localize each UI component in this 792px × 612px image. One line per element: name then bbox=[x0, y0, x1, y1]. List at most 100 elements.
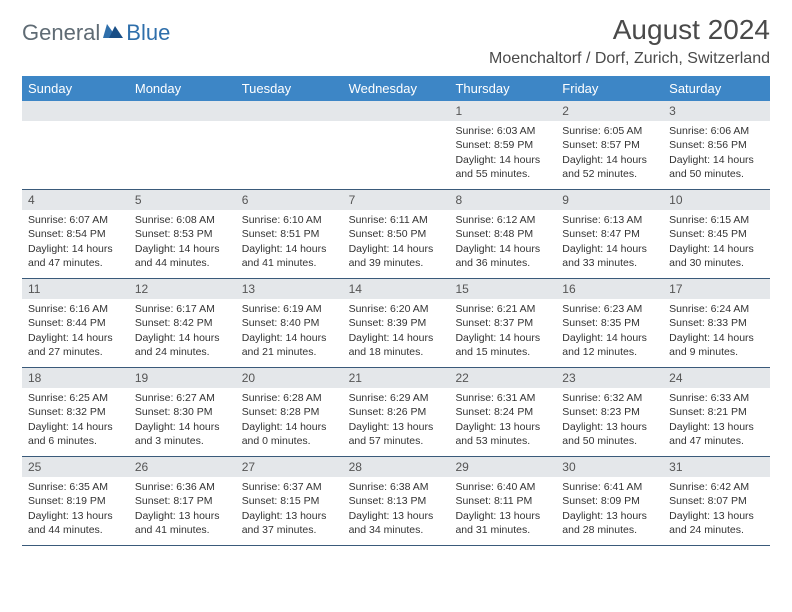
day-body: Sunrise: 6:36 AMSunset: 8:17 PMDaylight:… bbox=[129, 477, 236, 543]
day-number: 29 bbox=[449, 457, 556, 477]
day-number: 23 bbox=[556, 368, 663, 388]
sunrise-text: Sunrise: 6:06 AM bbox=[669, 124, 764, 138]
calendar-grid: SundayMondayTuesdayWednesdayThursdayFrid… bbox=[22, 76, 770, 546]
day-cell: 25Sunrise: 6:35 AMSunset: 8:19 PMDayligh… bbox=[22, 457, 129, 545]
daylight-text: Daylight: 13 hours and 31 minutes. bbox=[455, 509, 550, 537]
day-cell: 9Sunrise: 6:13 AMSunset: 8:47 PMDaylight… bbox=[556, 190, 663, 278]
sunset-text: Sunset: 8:56 PM bbox=[669, 138, 764, 152]
sunrise-text: Sunrise: 6:12 AM bbox=[455, 213, 550, 227]
daylight-text: Daylight: 13 hours and 57 minutes. bbox=[349, 420, 444, 448]
day-cell: 3Sunrise: 6:06 AMSunset: 8:56 PMDaylight… bbox=[663, 101, 770, 189]
sunrise-text: Sunrise: 6:40 AM bbox=[455, 480, 550, 494]
day-number: 21 bbox=[343, 368, 450, 388]
day-body: Sunrise: 6:37 AMSunset: 8:15 PMDaylight:… bbox=[236, 477, 343, 543]
day-number: 8 bbox=[449, 190, 556, 210]
day-body: Sunrise: 6:31 AMSunset: 8:24 PMDaylight:… bbox=[449, 388, 556, 454]
calendar-page: General Blue August 2024 Moenchaltorf / … bbox=[0, 0, 792, 556]
brand-part2: Blue bbox=[126, 20, 170, 46]
sunset-text: Sunset: 8:15 PM bbox=[242, 494, 337, 508]
day-body: Sunrise: 6:15 AMSunset: 8:45 PMDaylight:… bbox=[663, 210, 770, 276]
day-cell: 21Sunrise: 6:29 AMSunset: 8:26 PMDayligh… bbox=[343, 368, 450, 456]
day-body: Sunrise: 6:41 AMSunset: 8:09 PMDaylight:… bbox=[556, 477, 663, 543]
day-cell: 29Sunrise: 6:40 AMSunset: 8:11 PMDayligh… bbox=[449, 457, 556, 545]
day-number: 17 bbox=[663, 279, 770, 299]
day-cell: 15Sunrise: 6:21 AMSunset: 8:37 PMDayligh… bbox=[449, 279, 556, 367]
day-cell bbox=[129, 101, 236, 189]
daylight-text: Daylight: 13 hours and 47 minutes. bbox=[669, 420, 764, 448]
sunrise-text: Sunrise: 6:28 AM bbox=[242, 391, 337, 405]
sunset-text: Sunset: 8:48 PM bbox=[455, 227, 550, 241]
sunset-text: Sunset: 8:40 PM bbox=[242, 316, 337, 330]
day-cell: 28Sunrise: 6:38 AMSunset: 8:13 PMDayligh… bbox=[343, 457, 450, 545]
day-cell: 31Sunrise: 6:42 AMSunset: 8:07 PMDayligh… bbox=[663, 457, 770, 545]
day-cell: 5Sunrise: 6:08 AMSunset: 8:53 PMDaylight… bbox=[129, 190, 236, 278]
day-cell: 10Sunrise: 6:15 AMSunset: 8:45 PMDayligh… bbox=[663, 190, 770, 278]
sunrise-text: Sunrise: 6:25 AM bbox=[28, 391, 123, 405]
day-cell: 27Sunrise: 6:37 AMSunset: 8:15 PMDayligh… bbox=[236, 457, 343, 545]
daylight-text: Daylight: 14 hours and 9 minutes. bbox=[669, 331, 764, 359]
day-number: 10 bbox=[663, 190, 770, 210]
sunrise-text: Sunrise: 6:29 AM bbox=[349, 391, 444, 405]
sunrise-text: Sunrise: 6:27 AM bbox=[135, 391, 230, 405]
day-number: 25 bbox=[22, 457, 129, 477]
day-body: Sunrise: 6:21 AMSunset: 8:37 PMDaylight:… bbox=[449, 299, 556, 365]
day-body: Sunrise: 6:23 AMSunset: 8:35 PMDaylight:… bbox=[556, 299, 663, 365]
day-number bbox=[236, 101, 343, 121]
sunset-text: Sunset: 8:32 PM bbox=[28, 405, 123, 419]
sunrise-text: Sunrise: 6:38 AM bbox=[349, 480, 444, 494]
daylight-text: Daylight: 14 hours and 30 minutes. bbox=[669, 242, 764, 270]
weekday-header: Tuesday bbox=[236, 76, 343, 101]
day-cell: 23Sunrise: 6:32 AMSunset: 8:23 PMDayligh… bbox=[556, 368, 663, 456]
sunrise-text: Sunrise: 6:17 AM bbox=[135, 302, 230, 316]
daylight-text: Daylight: 14 hours and 36 minutes. bbox=[455, 242, 550, 270]
day-number: 5 bbox=[129, 190, 236, 210]
day-body: Sunrise: 6:13 AMSunset: 8:47 PMDaylight:… bbox=[556, 210, 663, 276]
day-cell: 19Sunrise: 6:27 AMSunset: 8:30 PMDayligh… bbox=[129, 368, 236, 456]
daylight-text: Daylight: 14 hours and 24 minutes. bbox=[135, 331, 230, 359]
day-cell: 13Sunrise: 6:19 AMSunset: 8:40 PMDayligh… bbox=[236, 279, 343, 367]
day-body: Sunrise: 6:42 AMSunset: 8:07 PMDaylight:… bbox=[663, 477, 770, 543]
sunset-text: Sunset: 8:24 PM bbox=[455, 405, 550, 419]
daylight-text: Daylight: 14 hours and 50 minutes. bbox=[669, 153, 764, 181]
day-body: Sunrise: 6:35 AMSunset: 8:19 PMDaylight:… bbox=[22, 477, 129, 543]
day-number: 26 bbox=[129, 457, 236, 477]
day-number bbox=[343, 101, 450, 121]
day-body: Sunrise: 6:32 AMSunset: 8:23 PMDaylight:… bbox=[556, 388, 663, 454]
day-cell bbox=[343, 101, 450, 189]
day-number: 2 bbox=[556, 101, 663, 121]
sunrise-text: Sunrise: 6:05 AM bbox=[562, 124, 657, 138]
sunset-text: Sunset: 8:45 PM bbox=[669, 227, 764, 241]
day-cell: 4Sunrise: 6:07 AMSunset: 8:54 PMDaylight… bbox=[22, 190, 129, 278]
sunrise-text: Sunrise: 6:15 AM bbox=[669, 213, 764, 227]
day-cell: 26Sunrise: 6:36 AMSunset: 8:17 PMDayligh… bbox=[129, 457, 236, 545]
day-number: 6 bbox=[236, 190, 343, 210]
day-number: 11 bbox=[22, 279, 129, 299]
daylight-text: Daylight: 14 hours and 0 minutes. bbox=[242, 420, 337, 448]
sunrise-text: Sunrise: 6:11 AM bbox=[349, 213, 444, 227]
sunset-text: Sunset: 8:50 PM bbox=[349, 227, 444, 241]
daylight-text: Daylight: 14 hours and 21 minutes. bbox=[242, 331, 337, 359]
day-body: Sunrise: 6:28 AMSunset: 8:28 PMDaylight:… bbox=[236, 388, 343, 454]
sunset-text: Sunset: 8:17 PM bbox=[135, 494, 230, 508]
sunset-text: Sunset: 8:39 PM bbox=[349, 316, 444, 330]
sunrise-text: Sunrise: 6:24 AM bbox=[669, 302, 764, 316]
day-cell: 1Sunrise: 6:03 AMSunset: 8:59 PMDaylight… bbox=[449, 101, 556, 189]
day-body: Sunrise: 6:38 AMSunset: 8:13 PMDaylight:… bbox=[343, 477, 450, 543]
day-number: 18 bbox=[22, 368, 129, 388]
sunset-text: Sunset: 8:28 PM bbox=[242, 405, 337, 419]
sunrise-text: Sunrise: 6:33 AM bbox=[669, 391, 764, 405]
daylight-text: Daylight: 14 hours and 33 minutes. bbox=[562, 242, 657, 270]
daylight-text: Daylight: 14 hours and 44 minutes. bbox=[135, 242, 230, 270]
weekday-header: Monday bbox=[129, 76, 236, 101]
day-body: Sunrise: 6:27 AMSunset: 8:30 PMDaylight:… bbox=[129, 388, 236, 454]
day-body: Sunrise: 6:40 AMSunset: 8:11 PMDaylight:… bbox=[449, 477, 556, 543]
week-row: 25Sunrise: 6:35 AMSunset: 8:19 PMDayligh… bbox=[22, 457, 770, 546]
sunset-text: Sunset: 8:35 PM bbox=[562, 316, 657, 330]
day-number: 30 bbox=[556, 457, 663, 477]
day-cell: 7Sunrise: 6:11 AMSunset: 8:50 PMDaylight… bbox=[343, 190, 450, 278]
day-number: 16 bbox=[556, 279, 663, 299]
day-number: 20 bbox=[236, 368, 343, 388]
sunrise-text: Sunrise: 6:41 AM bbox=[562, 480, 657, 494]
sunset-text: Sunset: 8:53 PM bbox=[135, 227, 230, 241]
sunrise-text: Sunrise: 6:20 AM bbox=[349, 302, 444, 316]
